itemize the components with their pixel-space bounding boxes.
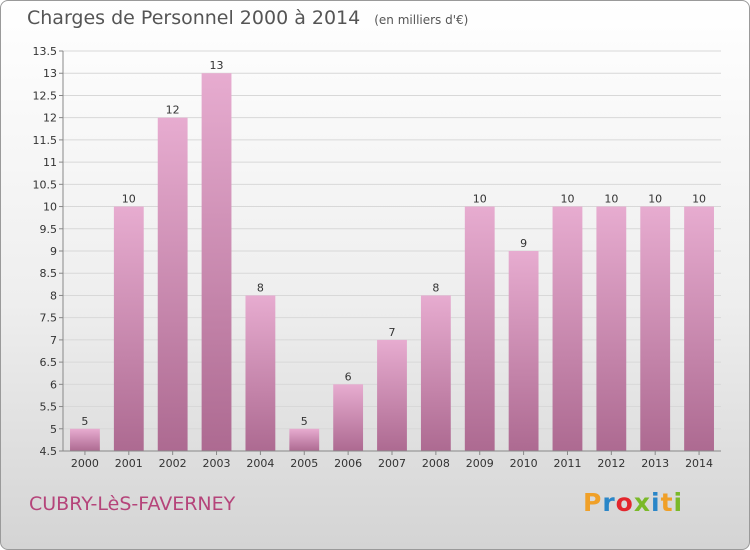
y-tick-label: 4.5 [40, 445, 58, 458]
x-tick-label: 2005 [290, 457, 318, 470]
logo-letter: i [673, 488, 684, 517]
logo-letter: t [660, 488, 674, 517]
logo-letter: x [633, 488, 651, 517]
y-tick-label: 11 [43, 156, 57, 169]
y-tick-label: 13.5 [33, 45, 58, 58]
x-tick-label: 2004 [246, 457, 274, 470]
x-tick-label: 2003 [203, 457, 231, 470]
y-tick-label: 10.5 [33, 178, 58, 191]
data-label-2012: 10 [604, 193, 618, 206]
x-tick-label: 2008 [422, 457, 450, 470]
data-label-2011: 10 [560, 193, 574, 206]
logo-letter: i [651, 488, 661, 517]
x-tick-label: 2009 [466, 457, 494, 470]
y-tick-label: 7 [50, 334, 57, 347]
bar-2011 [552, 206, 583, 451]
x-tick-label: 2002 [159, 457, 187, 470]
data-label-2013: 10 [648, 193, 662, 206]
y-tick-label: 11.5 [33, 134, 58, 147]
x-tick-label: 2012 [597, 457, 625, 470]
y-tick-label: 5.5 [40, 401, 58, 414]
chart-title: Charges de Personnel 2000 à 2014 (en mill… [27, 7, 468, 29]
data-label-2001: 10 [122, 193, 136, 206]
x-tick-label: 2007 [378, 457, 406, 470]
data-label-2008: 8 [432, 281, 439, 294]
bar-2002 [157, 117, 188, 452]
bar-2000 [70, 428, 100, 451]
bars: 5 10 12 13 8 5 6 7 8 10 9 10 10 10 10 [70, 59, 714, 452]
data-label-2003: 13 [210, 59, 224, 72]
y-tick-label: 8 [50, 289, 57, 302]
x-tick-label: 2014 [685, 457, 713, 470]
data-label-2000: 5 [81, 415, 88, 428]
y-tick-label: 6.5 [40, 356, 58, 369]
logo-letter: o [615, 488, 634, 517]
x-tick-label: 2001 [115, 457, 143, 470]
y-tick-label: 7.5 [40, 312, 58, 325]
axes: 4.5 5 5.5 6 6.5 7 7.5 8 8.5 9 9.5 10 10.5 11 11.5 12 12.… [33, 45, 721, 470]
x-tick-label: 2013 [641, 457, 669, 470]
proxiti-logo: Proxiti [583, 488, 683, 517]
data-label-2009: 10 [473, 193, 487, 206]
y-tick-label: 5 [50, 423, 57, 436]
y-tick-label: 12.5 [33, 89, 58, 102]
bar-2008 [420, 295, 451, 451]
bar-2001 [113, 206, 144, 451]
bar-2012 [596, 206, 627, 451]
logo-letter: r [602, 488, 616, 517]
y-tick-label: 9 [50, 245, 57, 258]
bar-2013 [640, 206, 671, 451]
data-label-2002: 12 [166, 104, 180, 117]
y-tick-label: 13 [43, 67, 57, 80]
y-tick-label: 8.5 [40, 267, 58, 280]
y-tick-label: 10 [43, 201, 57, 214]
data-label-2004: 8 [257, 281, 264, 294]
x-tick-label: 2000 [71, 457, 99, 470]
data-label-2007: 7 [389, 326, 396, 339]
x-tick-label: 2010 [510, 457, 538, 470]
logo-letter: P [583, 488, 603, 517]
y-tick-label: 12 [43, 112, 57, 125]
data-label-2005: 5 [301, 415, 308, 428]
data-label-2006: 6 [345, 370, 352, 383]
bar-2006 [333, 384, 364, 451]
bar-2010 [508, 251, 539, 451]
chart-title-text: Charges de Personnel 2000 à 2014 [27, 7, 361, 29]
y-tick-label: 6 [50, 378, 57, 391]
bar-2003 [201, 73, 232, 451]
x-tick-label: 2011 [553, 457, 581, 470]
bar-2004 [245, 295, 276, 451]
bar-2005 [289, 428, 320, 451]
bar-2007 [377, 339, 407, 451]
commune-name: CUBRY-LèS-FAVERNEY [29, 493, 236, 515]
data-label-2010: 9 [520, 237, 527, 250]
data-label-2014: 10 [692, 193, 706, 206]
y-tick-label: 9.5 [40, 223, 58, 236]
chart-subtitle: (en milliers d'€) [374, 13, 469, 27]
bar-2014 [684, 206, 714, 451]
bar-2009 [464, 206, 495, 451]
x-tick-label: 2006 [334, 457, 362, 470]
